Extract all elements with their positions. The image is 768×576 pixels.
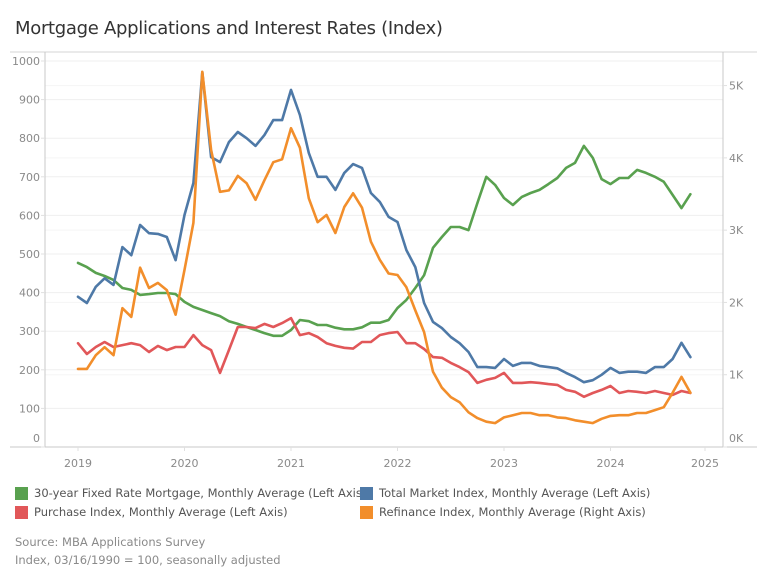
legend-swatch-purchase <box>15 505 28 519</box>
x-axis-ticks: 2019 2020 2021 2022 2023 2024 2025 <box>64 447 719 470</box>
gridlines <box>45 60 723 409</box>
y-right-tick-label: 2K <box>729 296 744 309</box>
legend-item-total[interactable]: Total Market Index, Monthly Average (Lef… <box>360 486 650 500</box>
legend-swatch-total <box>360 486 373 500</box>
chart-title: Mortgage Applications and Interest Rates… <box>15 18 443 39</box>
y-right-tick-label: 3K <box>729 224 744 237</box>
y-right-tick-label: 1K <box>729 369 744 382</box>
series-lines <box>76 70 692 425</box>
legend-item-refinance[interactable]: Refinance Index, Monthly Average (Right … <box>360 505 646 519</box>
y-left-tick-label: 100 <box>19 402 40 415</box>
footer: Source: MBA Applications Survey Index, 0… <box>15 533 281 569</box>
y-right-tick-label: 0K <box>729 432 744 445</box>
x-tick-label: 2022 <box>384 457 412 470</box>
series-refinance-line <box>76 70 692 425</box>
left-axis-ticks: 0 100 200 300 400 500 600 700 800 900 1000 <box>12 55 45 448</box>
series-total-market-line <box>76 70 692 384</box>
legend-swatch-refinance <box>360 505 373 519</box>
series-purchase-line <box>76 316 692 399</box>
x-tick-label: 2021 <box>277 457 305 470</box>
x-tick-label: 2024 <box>597 457 625 470</box>
y-left-tick-label: 600 <box>19 209 40 222</box>
y-left-tick-label: 900 <box>19 94 40 107</box>
y-left-tick-label: 800 <box>19 132 40 145</box>
x-tick-label: 2023 <box>490 457 518 470</box>
series-30yr-fixed-line <box>76 144 692 338</box>
legend-label: 30-year Fixed Rate Mortgage, Monthly Ave… <box>34 486 367 500</box>
x-tick-label: 2020 <box>171 457 199 470</box>
legend-label: Purchase Index, Monthly Average (Left Ax… <box>34 505 288 519</box>
index-note: Index, 03/16/1990 = 100, seasonally adju… <box>15 553 281 567</box>
axes <box>10 51 757 448</box>
legend-item-purchase[interactable]: Purchase Index, Monthly Average (Left Ax… <box>15 505 288 519</box>
y-left-tick-label: 500 <box>19 248 40 261</box>
x-tick-label: 2025 <box>691 457 719 470</box>
right-axis-ticks: 0K 1K 2K 3K 4K 5K <box>723 80 744 448</box>
y-left-tick-label: 300 <box>19 325 40 338</box>
y-left-tick-label: 700 <box>19 171 40 184</box>
legend-swatch-30yr <box>15 486 28 500</box>
legend-label: Total Market Index, Monthly Average (Lef… <box>379 486 651 500</box>
y-left-tick-label: 1000 <box>12 55 40 68</box>
legend-item-30yr[interactable]: 30-year Fixed Rate Mortgage, Monthly Ave… <box>15 486 366 500</box>
legend-label: Refinance Index, Monthly Average (Right … <box>379 505 646 519</box>
line-chart: 0 100 200 300 400 500 600 700 800 900 1000 0K 1K 2K 3… <box>10 51 757 470</box>
y-right-tick-label: 4K <box>729 152 744 165</box>
x-tick-label: 2019 <box>64 457 92 470</box>
y-left-tick-label: 0 <box>33 432 40 445</box>
y-left-tick-label: 400 <box>19 287 40 300</box>
y-right-tick-label: 5K <box>729 80 744 93</box>
y-left-tick-label: 200 <box>19 364 40 377</box>
source-note: Source: MBA Applications Survey <box>15 535 206 549</box>
